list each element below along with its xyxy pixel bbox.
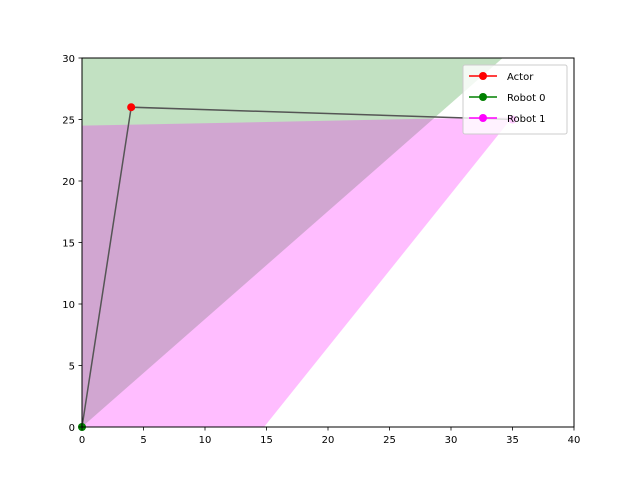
x-tick-label-8: 40	[568, 435, 581, 446]
x-tick-label-7: 35	[506, 435, 519, 446]
x-tick-label-3: 15	[260, 435, 273, 446]
y-tick-label-6: 30	[62, 54, 75, 65]
series-0-point-0	[127, 103, 136, 112]
legend-marker-2	[479, 114, 487, 122]
robot-0-region	[82, 58, 503, 427]
y-tick-label-2: 10	[62, 300, 75, 311]
y-tick-label-1: 5	[69, 362, 75, 373]
legend-marker-0	[479, 72, 487, 80]
x-tick-label-5: 25	[383, 435, 396, 446]
legend: Actor Robot 0 Robot 1	[462, 64, 568, 135]
x-tick-label-4: 20	[322, 435, 335, 446]
legend-label-1: Robot 0	[507, 93, 546, 104]
x-tick-label-6: 30	[445, 435, 458, 446]
legend-marker-1	[479, 93, 487, 101]
legend-label-2: Robot 1	[507, 114, 546, 125]
y-tick-label-4: 20	[62, 177, 75, 188]
y-tick-label-5: 25	[62, 116, 75, 127]
x-tick-label-2: 10	[199, 435, 212, 446]
legend-label-0: Actor	[507, 72, 534, 83]
regions	[82, 58, 513, 427]
x-tick-label-0: 0	[79, 435, 85, 446]
legend-box	[462, 64, 568, 135]
robot-1-region	[82, 117, 513, 427]
y-axis: 0 5 10 15 20 25 30	[62, 54, 82, 434]
y-tick-label-0: 0	[69, 423, 75, 434]
x-axis: 0 5 10 15 20 25 30 35 40	[79, 427, 581, 446]
x-tick-label-1: 5	[140, 435, 146, 446]
y-tick-label-3: 15	[62, 239, 75, 250]
